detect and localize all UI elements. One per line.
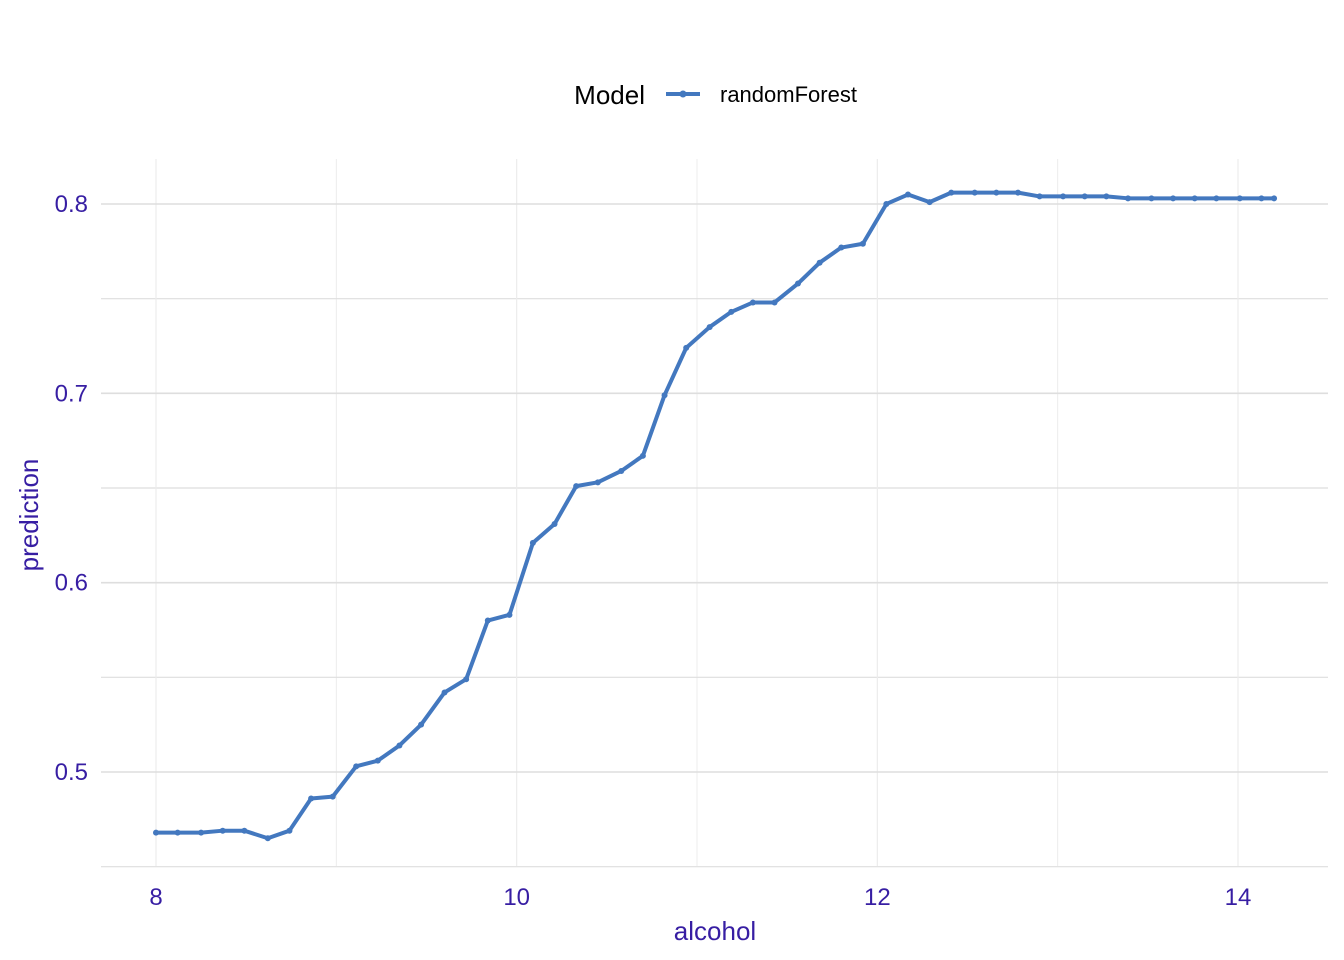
y-tick-label: 0.8 [55,191,88,218]
data-point [683,344,690,351]
x-tick-label: 10 [503,884,530,911]
data-point [926,199,933,206]
data-point [859,240,866,247]
data-point [153,829,159,836]
data-point [1014,189,1021,196]
data-point [308,795,315,802]
data-point [993,189,1000,196]
data-point [374,757,381,764]
data-point [264,835,271,842]
x-axis-title: alcohol [674,916,756,946]
x-tick-label: 8 [149,884,162,911]
data-point [618,467,625,474]
legend-key [666,90,700,98]
legend-title: Model [574,80,645,110]
series-layer [153,189,1278,842]
data-point [971,189,978,196]
data-point [1236,195,1243,202]
data-point [441,689,448,696]
data-point [1124,195,1131,202]
data-point [948,189,955,196]
y-tick-label: 0.7 [55,380,88,407]
data-point [1213,195,1220,202]
y-tick-label: 0.6 [55,570,88,597]
data-point [529,539,536,546]
data-point [198,829,205,836]
data-point [484,617,491,624]
data-point [639,452,646,459]
data-point [594,479,601,486]
data-point [904,191,911,198]
series-line [154,190,1277,841]
legend-label-randomforest: randomForest [720,82,857,107]
data-point [1258,195,1265,202]
data-point [1148,195,1155,202]
data-point [241,827,248,834]
data-point [1191,195,1198,202]
y-axis-title: prediction [14,459,44,572]
data-point [329,793,336,800]
y-tick-label: 0.5 [55,759,88,786]
data-point [771,299,778,306]
data-point [396,742,403,749]
data-point [706,324,713,331]
data-point [728,308,735,315]
data-point [1060,193,1067,200]
data-point [219,827,226,834]
x-tick-label: 14 [1225,884,1252,911]
data-point [551,520,558,527]
data-point [1271,195,1278,202]
data-point [816,259,823,266]
data-point [174,829,181,836]
data-point [1081,193,1088,200]
data-point [286,827,293,834]
grid-major [101,159,1328,866]
data-point [506,611,513,618]
y-tick-labels: 0.5 0.6 0.7 0.8 [55,191,88,786]
grid-minor [101,159,1328,868]
data-point [463,676,470,683]
data-point [1170,195,1177,202]
data-point [661,392,668,399]
data-point [749,299,756,306]
data-point [794,280,801,287]
legend-key-point [679,90,687,98]
data-point [573,483,580,490]
x-tick-labels: 8 10 12 14 [149,884,1251,911]
data-point [418,721,425,728]
data-point [1036,193,1043,200]
x-tick-label: 12 [864,884,891,911]
data-point [353,763,360,770]
data-point [1103,193,1110,200]
legend: Model randomForest [574,80,857,110]
data-point [838,244,845,251]
data-point [883,201,890,207]
